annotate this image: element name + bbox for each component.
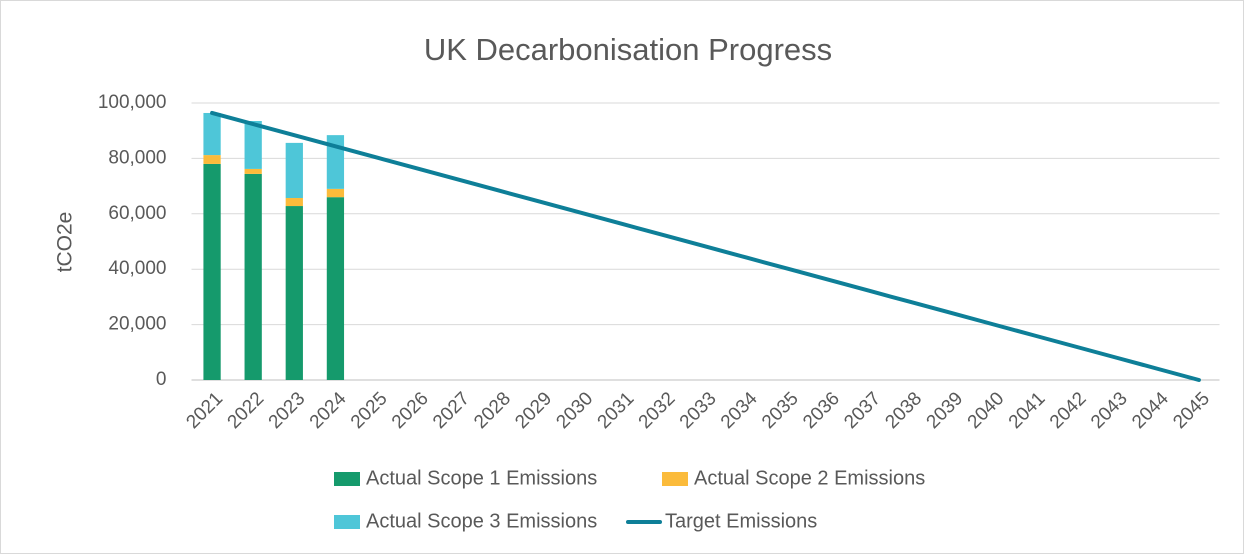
legend-label: Actual Scope 1 Emissions [366, 467, 597, 489]
bar-segment [326, 197, 345, 380]
bar-segment [203, 155, 221, 164]
bar-segment [285, 206, 303, 380]
bar-segment [203, 163, 221, 380]
y-tick-label: 60,000 [108, 203, 166, 224]
y-tick-label: 80,000 [108, 147, 166, 168]
legend-label: Actual Scope 3 Emissions [366, 510, 597, 532]
legend-label: Actual Scope 2 Emissions [694, 467, 925, 489]
legend-swatch [334, 472, 360, 486]
bar-segment [244, 121, 262, 169]
bar-segment [244, 173, 262, 380]
chart-title: UK Decarbonisation Progress [424, 32, 832, 67]
legend-swatch [334, 515, 360, 529]
y-tick-label: 0 [156, 369, 167, 390]
bar-segment [326, 188, 345, 198]
target-line [210, 110, 1201, 382]
y-axis-label: tCO2e [54, 212, 77, 273]
legend-swatch [662, 472, 688, 486]
bar-segment [244, 168, 262, 174]
bar-segment [203, 112, 221, 156]
y-tick-label: 20,000 [108, 314, 166, 335]
y-tick-label: 40,000 [108, 258, 166, 279]
y-tick-label: 100,000 [98, 92, 167, 113]
bar-segment [285, 142, 303, 199]
legend-label: Target Emissions [665, 510, 817, 532]
bar-segment [285, 198, 303, 207]
